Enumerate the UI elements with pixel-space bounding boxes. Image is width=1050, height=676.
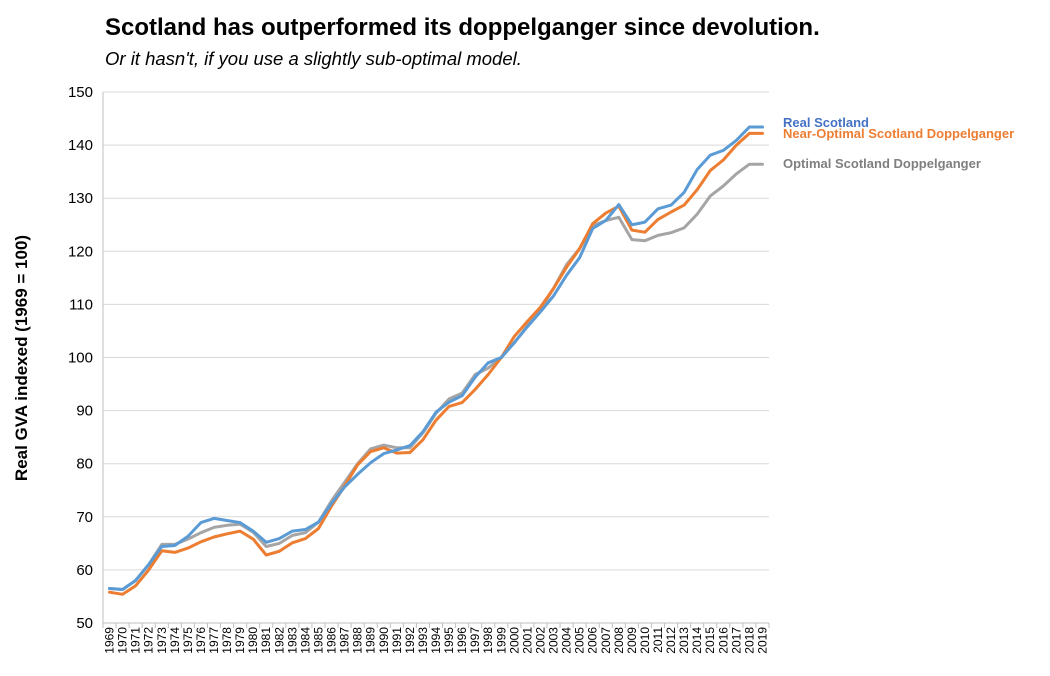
y-tick-label: 120 <box>68 243 93 260</box>
y-tick-label: 150 <box>68 84 93 101</box>
x-tick-label: 1982 <box>272 627 286 654</box>
y-tick-label: 130 <box>68 190 93 207</box>
x-tick-label: 2000 <box>507 627 521 654</box>
x-tick-label: 1985 <box>311 627 325 654</box>
series-lines <box>108 125 764 596</box>
series-line-optimal-scotland-doppelganger <box>108 162 764 591</box>
x-tick-label: 2002 <box>533 627 547 654</box>
legend-entry: Optimal Scotland Doppelganger <box>783 156 981 171</box>
series-line-near-optimal-scotland-doppelganger <box>108 131 764 596</box>
x-axis: 1969 1970 1971 1972 1973 1974 1975 1976 1977 1978… <box>102 92 770 654</box>
x-tick-label: 1998 <box>481 627 495 654</box>
y-tick-label: 110 <box>69 296 93 313</box>
x-tick-label: 1986 <box>325 627 339 654</box>
y-tick-label: 90 <box>76 403 93 420</box>
x-tick-label: 1981 <box>259 627 273 654</box>
x-tick-label: 2007 <box>599 627 613 654</box>
x-tick-label: 2012 <box>664 627 678 654</box>
x-tick-label: 1980 <box>246 627 260 654</box>
x-tick-label: 2015 <box>703 627 717 654</box>
legend-entry: Near-Optimal Scotland Doppelganger <box>783 126 1014 141</box>
x-tick-label: 1971 <box>129 627 143 654</box>
y-axis-ticks: 50 60 70 80 90 100 110 120 130 140 150 <box>68 84 93 632</box>
x-tick-label: 1983 <box>285 627 299 654</box>
x-tick-label: 2001 <box>520 627 534 654</box>
y-tick-label: 80 <box>76 456 93 473</box>
y-tick-label: 140 <box>68 137 93 154</box>
x-tick-label: 1970 <box>116 627 130 654</box>
x-tick-label: 2014 <box>690 627 704 654</box>
x-tick-label: 1979 <box>233 627 247 654</box>
x-tick-label: 1987 <box>338 627 352 654</box>
x-tick-label: 2017 <box>729 627 743 654</box>
x-tick-label: 2013 <box>677 627 691 654</box>
x-tick-label: 1988 <box>351 627 365 654</box>
series-line-real-scotland <box>108 125 764 591</box>
x-tick-label: 1977 <box>207 627 221 654</box>
x-tick-label: 1974 <box>168 627 182 654</box>
chart-subtitle: Or it hasn't, if you use a slightly sub-… <box>105 48 522 69</box>
y-tick-label: 70 <box>76 509 93 526</box>
x-tick-label: 1996 <box>455 627 469 654</box>
x-tick-label: 2004 <box>560 627 574 654</box>
x-tick-label: 2016 <box>716 627 730 654</box>
x-tick-label: 2003 <box>547 627 561 654</box>
x-tick-label: 1992 <box>403 627 417 654</box>
x-tick-label: 2018 <box>742 627 756 654</box>
y-tick-label: 60 <box>76 562 93 579</box>
x-tick-label: 1997 <box>468 627 482 654</box>
x-tick-label: 2011 <box>651 627 665 653</box>
x-tick-label: 2010 <box>638 627 652 654</box>
x-tick-label: 1976 <box>194 627 208 654</box>
x-tick-label: 1989 <box>364 627 378 654</box>
x-tick-label: 1973 <box>155 627 169 654</box>
x-tick-label: 2006 <box>586 627 600 654</box>
legend-entry: Real Scotland <box>783 115 869 130</box>
x-tick-label: 1994 <box>429 627 443 654</box>
x-tick-label: 1984 <box>298 627 312 654</box>
x-tick-label: 1990 <box>377 627 391 654</box>
x-tick-label: 1995 <box>442 627 456 654</box>
x-tick-label: 1969 <box>103 627 117 654</box>
x-tick-label: 2009 <box>625 627 639 654</box>
x-tick-label: 2019 <box>755 627 769 654</box>
x-tick-label: 1993 <box>416 627 430 654</box>
x-tick-label: 2005 <box>573 627 587 654</box>
gridlines <box>103 91 769 571</box>
y-tick-label: 100 <box>68 350 93 367</box>
x-tick-label: 1975 <box>181 627 195 654</box>
x-tick-label: 1991 <box>390 627 404 654</box>
x-tick-label: 2008 <box>612 627 626 654</box>
x-tick-label: 1972 <box>142 627 156 654</box>
y-tick-label: 50 <box>76 615 93 632</box>
x-tick-label: 1978 <box>220 627 234 654</box>
x-tick-label: 1999 <box>494 627 508 654</box>
chart-title: Scotland has outperformed its doppelgang… <box>105 14 820 41</box>
